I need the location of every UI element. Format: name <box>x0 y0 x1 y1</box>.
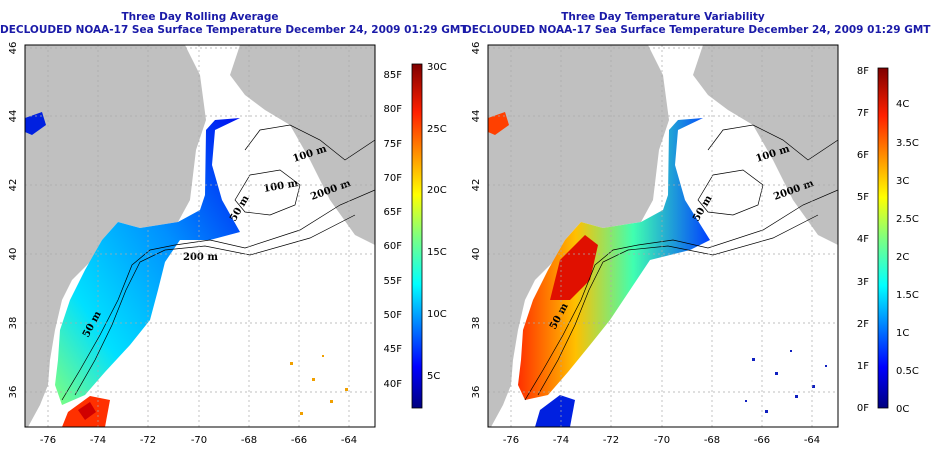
colorbar-label: 8F <box>857 66 869 77</box>
maritimes-land <box>693 45 838 245</box>
left-title: Three Day Rolling Average <box>121 11 279 23</box>
left-map: 100 m 100 m 2000 m 200 m 50 m 50 m <box>25 45 375 427</box>
tick-label: -74 <box>553 435 569 446</box>
left-colorbar-f-labels: 85F 80F 75F 70F 65F 60F 55F 50F 45F 40F <box>384 70 403 390</box>
tick-label: 38 <box>471 317 482 330</box>
right-title: Three Day Temperature Variability <box>561 11 765 23</box>
svg-text:200 m: 200 m <box>183 252 218 263</box>
right-colorbar-c-labels: 4C 3.5C 3C 2.5C 2C 1.5C 1C 0.5C 0C <box>896 99 919 415</box>
tick-label: 42 <box>8 179 19 192</box>
tick-label: 40 <box>471 248 482 261</box>
tick-label: -76 <box>40 435 56 446</box>
colorbar-label: 25C <box>427 124 447 135</box>
right-subtitle: DECLOUDED NOAA-17 Sea Surface Temperatur… <box>463 24 931 36</box>
colorbar-label: 80F <box>384 104 403 115</box>
us-land <box>25 45 206 427</box>
tick-label: -70 <box>654 435 670 446</box>
colorbar-label: 4F <box>857 234 869 245</box>
colorbar-label: 2.5C <box>896 214 919 225</box>
tick-label: -70 <box>191 435 207 446</box>
right-lat-ticks: 46 44 42 40 38 36 <box>471 42 482 399</box>
colorbar-label: 10C <box>427 309 447 320</box>
tick-label: 44 <box>8 110 19 123</box>
tick-label: -64 <box>804 435 820 446</box>
colorbar-label: 7F <box>857 108 869 119</box>
right-map-frame <box>487 44 839 428</box>
left-subtitle: DECLOUDED NOAA-17 Sea Surface Temperatur… <box>0 24 468 36</box>
tick-label: 40 <box>8 248 19 261</box>
left-map-frame <box>24 44 376 428</box>
tick-label: 46 <box>471 42 482 55</box>
right-gridlines <box>488 45 838 427</box>
colorbar-label: 6F <box>857 150 869 161</box>
tick-label: -68 <box>241 435 257 446</box>
tick-label: 36 <box>8 386 19 399</box>
colorbar-label: 3F <box>857 277 869 288</box>
colorbar-label: 75F <box>384 139 403 150</box>
tick-label: -72 <box>140 435 156 446</box>
tick-label: 38 <box>8 317 19 330</box>
colorbar-label: 45F <box>384 344 403 355</box>
colorbar-label: 0.5C <box>896 366 919 377</box>
colorbar-label: 0F <box>857 403 869 414</box>
colorbar-label: 2F <box>857 319 869 330</box>
colorbar-label: 3.5C <box>896 138 919 149</box>
colorbar-label: 5F <box>857 192 869 203</box>
colorbar-label: 30C <box>427 62 447 73</box>
tick-label: 36 <box>471 386 482 399</box>
right-colorbar <box>877 67 889 409</box>
left-gridlines <box>25 45 375 427</box>
tick-label: -66 <box>754 435 770 446</box>
colorbar-label: 5C <box>427 371 440 382</box>
colorbar-label: 15C <box>427 247 447 258</box>
tick-label: -66 <box>291 435 307 446</box>
colorbar-label: 20C <box>427 185 447 196</box>
colorbar-label: 2C <box>896 252 909 263</box>
tick-label: 44 <box>471 110 482 123</box>
colorbar-label: 55F <box>384 276 403 287</box>
left-colorbar <box>411 63 423 409</box>
colorbar-label: 0C <box>896 404 909 415</box>
tick-label: 46 <box>8 42 19 55</box>
maritimes-land <box>230 45 375 245</box>
tick-label: 42 <box>471 179 482 192</box>
tick-label: -72 <box>603 435 619 446</box>
right-map: 100 m 2000 m 50 m 50 m <box>488 45 838 427</box>
colorbar-label: 3C <box>896 176 909 187</box>
tick-label: -64 <box>341 435 357 446</box>
colorbar-label: 4C <box>896 99 909 110</box>
tick-label: -76 <box>503 435 519 446</box>
us-land <box>488 45 669 427</box>
colorbar-label: 85F <box>384 70 403 81</box>
colorbar-label: 65F <box>384 207 403 218</box>
left-colorbar-c-labels: 30C 25C 20C 15C 10C 5C <box>427 62 447 382</box>
tick-label: -74 <box>90 435 106 446</box>
tick-label: -68 <box>704 435 720 446</box>
right-colorbar-f-labels: 8F 7F 6F 5F 4F 3F 2F 1F 0F <box>857 66 869 414</box>
colorbar-label: 60F <box>384 241 403 252</box>
right-lon-ticks: -76 -74 -72 -70 -68 -66 -64 <box>503 435 820 446</box>
left-lat-ticks: 46 44 42 40 38 36 <box>8 42 19 399</box>
left-lon-ticks: -76 -74 -72 -70 -68 -66 -64 <box>40 435 357 446</box>
colorbar-label: 1C <box>896 328 909 339</box>
colorbar-label: 40F <box>384 379 403 390</box>
colorbar-label: 70F <box>384 173 403 184</box>
colorbar-label: 50F <box>384 310 403 321</box>
colorbar-label: 1F <box>857 361 869 372</box>
colorbar-label: 1.5C <box>896 290 919 301</box>
